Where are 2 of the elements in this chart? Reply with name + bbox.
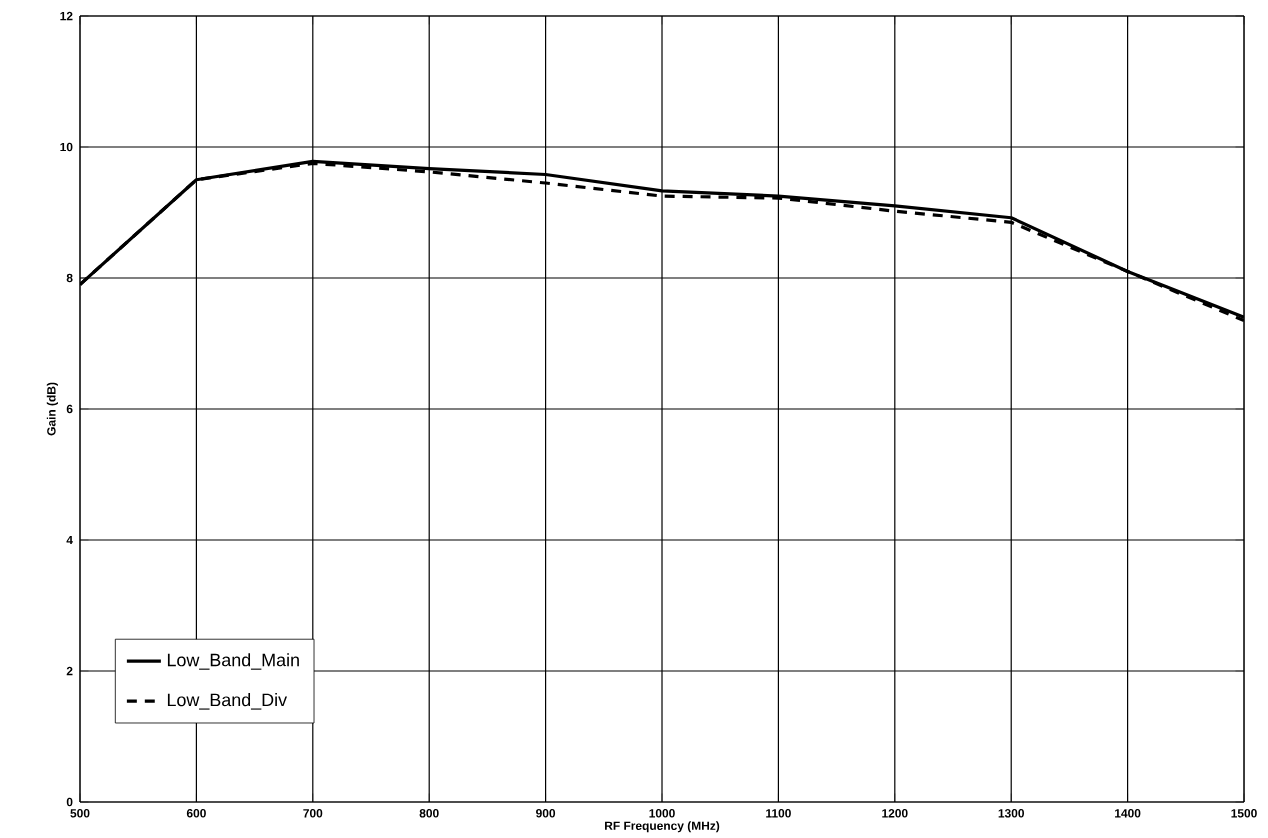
legend-label: Low_Band_Main <box>167 653 299 670</box>
legend-label: Low_Band_Div <box>167 693 288 710</box>
